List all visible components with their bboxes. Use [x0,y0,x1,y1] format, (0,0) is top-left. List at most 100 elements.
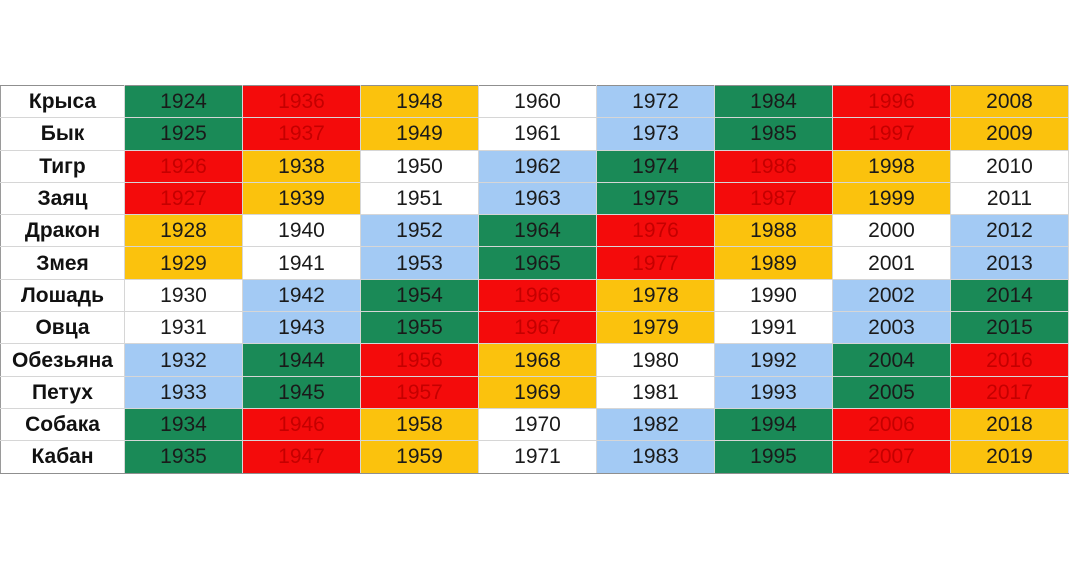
year-cell: 1952 [360,214,479,248]
year-cell: 2001 [832,246,951,280]
year-cell: 1999 [832,181,951,216]
year-cell: 1992 [714,343,833,377]
year-cell: 1951 [360,181,479,216]
year-cell: 1984 [714,84,833,119]
year-cell: 1975 [596,181,715,216]
year-cell: 1967 [478,311,597,345]
table-row: Овца 1931 1943 1955 1967 1979 1991 2003 2015 [0,311,1069,345]
year-cell: 1997 [832,117,951,151]
year-cell: 2010 [950,149,1069,183]
animal-name-cell: Змея [0,246,125,280]
year-cell: 1960 [478,84,597,119]
year-cell: 1950 [360,149,479,183]
year-cell: 2000 [832,214,951,248]
year-cell: 1958 [360,407,479,442]
year-cell: 1969 [478,375,597,409]
year-cell: 1981 [596,375,715,409]
year-cell: 1941 [242,246,361,280]
year-cell: 1961 [478,117,597,151]
year-cell: 1934 [124,407,243,442]
year-cell: 1991 [714,311,833,345]
year-cell: 1926 [124,149,243,183]
year-cell: 1970 [478,407,597,442]
animal-name-cell: Тигр [0,149,125,183]
year-cell: 2002 [832,278,951,313]
table-row: Лошадь 1930 1942 1954 1966 1978 1990 2002 2014 [0,278,1069,313]
table-row: Заяц 1927 1939 1951 1963 1975 1987 1999 2011 [0,181,1069,216]
year-cell: 1930 [124,278,243,313]
year-cell: 2008 [950,84,1069,119]
year-cell: 1932 [124,343,243,377]
year-cell: 2018 [950,407,1069,442]
year-cell: 1947 [242,440,361,474]
year-cell: 1971 [478,440,597,474]
year-cell: 1966 [478,278,597,313]
year-cell: 1977 [596,246,715,280]
animal-name-cell: Обезьяна [0,343,125,377]
year-cell: 1990 [714,278,833,313]
year-cell: 1988 [714,214,833,248]
year-cell: 1973 [596,117,715,151]
table-row: Петух 1933 1945 1957 1969 1981 1993 2005 2017 [0,375,1069,409]
year-cell: 2011 [950,181,1069,216]
year-cell: 2014 [950,278,1069,313]
year-cell: 2009 [950,117,1069,151]
year-cell: 1942 [242,278,361,313]
table-row: Змея 1929 1941 1953 1965 1977 1989 2001 2013 [0,246,1069,280]
animal-name-cell: Бык [0,117,125,151]
year-cell: 2007 [832,440,951,474]
year-cell: 1933 [124,375,243,409]
animal-name-cell: Лошадь [0,278,125,313]
year-cell: 1925 [124,117,243,151]
year-cell: 1954 [360,278,479,313]
year-cell: 2003 [832,311,951,345]
year-cell: 1980 [596,343,715,377]
year-cell: 2005 [832,375,951,409]
year-cell: 1974 [596,149,715,183]
animal-name-cell: Кабан [0,440,125,474]
year-cell: 1955 [360,311,479,345]
animal-name-cell: Заяц [0,181,125,216]
animal-name-cell: Дракон [0,214,125,248]
animal-name-cell: Собака [0,407,125,442]
year-cell: 1924 [124,84,243,119]
year-cell: 2017 [950,375,1069,409]
year-cell: 1943 [242,311,361,345]
year-cell: 1927 [124,181,243,216]
year-cell: 1964 [478,214,597,248]
year-cell: 1972 [596,84,715,119]
animal-name-cell: Крыса [0,84,125,119]
year-cell: 1976 [596,214,715,248]
animal-name-cell: Овца [0,311,125,345]
year-cell: 1978 [596,278,715,313]
year-cell: 1946 [242,407,361,442]
year-cell: 1996 [832,84,951,119]
year-cell: 2006 [832,407,951,442]
year-cell: 1928 [124,214,243,248]
year-cell: 1949 [360,117,479,151]
year-cell: 1956 [360,343,479,377]
year-cell: 1959 [360,440,479,474]
year-cell: 1993 [714,375,833,409]
year-cell: 2013 [950,246,1069,280]
year-cell: 1945 [242,375,361,409]
year-cell: 1983 [596,440,715,474]
year-cell: 1948 [360,84,479,119]
year-cell: 1937 [242,117,361,151]
year-cell: 2016 [950,343,1069,377]
zodiac-table-body: Крыса 1924 1936 1948 1960 1972 1984 1996 2008 Бык… [0,84,1069,474]
year-cell: 2012 [950,214,1069,248]
year-cell: 1968 [478,343,597,377]
year-cell: 1944 [242,343,361,377]
year-cell: 1989 [714,246,833,280]
year-cell: 1935 [124,440,243,474]
year-cell: 1929 [124,246,243,280]
year-cell: 1965 [478,246,597,280]
table-row: Кабан 1935 1947 1959 1971 1983 1995 2007 2019 [0,440,1069,474]
year-cell: 1953 [360,246,479,280]
year-cell: 1995 [714,440,833,474]
table-row: Дракон 1928 1940 1952 1964 1976 1988 2000 2012 [0,214,1069,248]
year-cell: 1998 [832,149,951,183]
table-row: Крыса 1924 1936 1948 1960 1972 1984 1996 2008 [0,84,1069,119]
table-row: Собака 1934 1946 1958 1970 1982 1994 2006 2018 [0,407,1069,442]
